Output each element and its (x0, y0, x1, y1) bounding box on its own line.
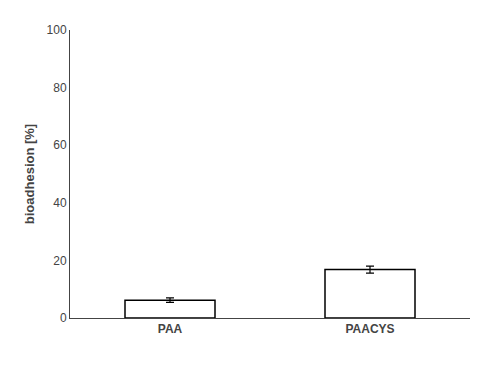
svg-text:40: 40 (53, 196, 67, 210)
svg-text:20: 20 (53, 254, 67, 268)
svg-text:0: 0 (60, 311, 67, 325)
svg-text:PAACYS: PAACYS (345, 322, 394, 336)
svg-text:PAA: PAA (158, 322, 183, 336)
svg-text:100: 100 (47, 23, 67, 37)
svg-text:bioadhesion [%]: bioadhesion [%] (22, 124, 37, 224)
svg-text:80: 80 (53, 81, 67, 95)
svg-text:60: 60 (53, 138, 67, 152)
